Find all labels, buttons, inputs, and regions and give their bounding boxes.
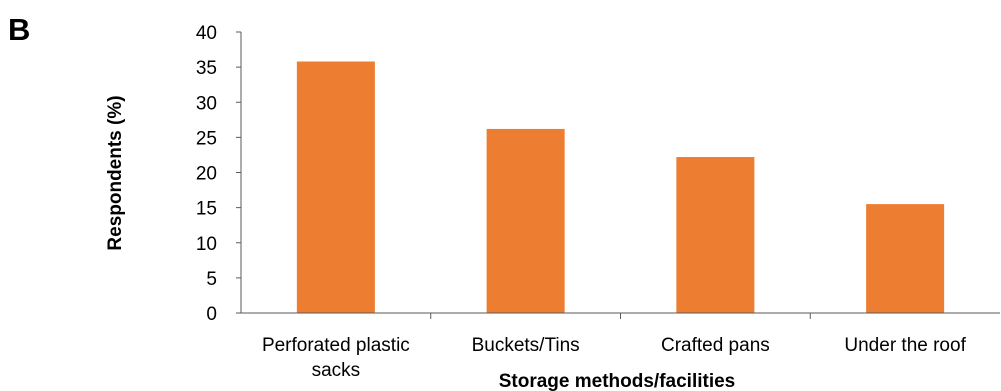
x-category-label: Buckets/Tins: [472, 335, 580, 356]
bar: [866, 204, 945, 313]
y-tick-label: 30: [196, 93, 217, 114]
bar: [486, 128, 565, 313]
axes: [240, 32, 1000, 319]
y-axis-title-group: Respondents (%): [105, 95, 126, 250]
bars: [296, 61, 945, 313]
y-tick-label: 35: [196, 58, 217, 79]
bar: [676, 157, 755, 313]
category-labels: Perforated plastic sacks Buckets/Tins Craft…: [262, 335, 967, 381]
x-axis-title: Storage methods/facilities: [499, 371, 736, 391]
y-tick-label: 0: [206, 304, 217, 325]
panel-letter: B: [8, 12, 30, 47]
y-axis-title: Respondents (%): [105, 95, 126, 250]
bar: [296, 61, 375, 313]
y-tick-labels: 0 5 10 15 20 25 30 35 40: [196, 23, 241, 325]
y-tick-label: 5: [206, 269, 217, 290]
x-category-label: Under the roof: [844, 335, 966, 356]
y-tick-label: 10: [196, 234, 217, 255]
x-category-label: Perforated plastic sacks: [262, 335, 410, 381]
x-category-label: Crafted pans: [661, 335, 770, 356]
y-tick-label: 40: [196, 23, 217, 44]
y-tick-label: 15: [196, 199, 217, 220]
y-tick-label: 25: [196, 128, 217, 149]
y-tick-label: 20: [196, 164, 217, 185]
